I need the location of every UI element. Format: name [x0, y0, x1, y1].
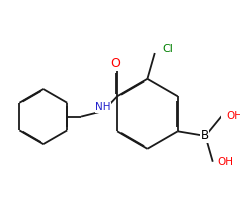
- Text: NH: NH: [96, 102, 111, 112]
- Text: B: B: [200, 129, 209, 142]
- Text: O: O: [110, 57, 120, 70]
- Text: Cl: Cl: [162, 44, 173, 54]
- Text: OH: OH: [227, 111, 240, 121]
- Text: OH: OH: [218, 157, 234, 167]
